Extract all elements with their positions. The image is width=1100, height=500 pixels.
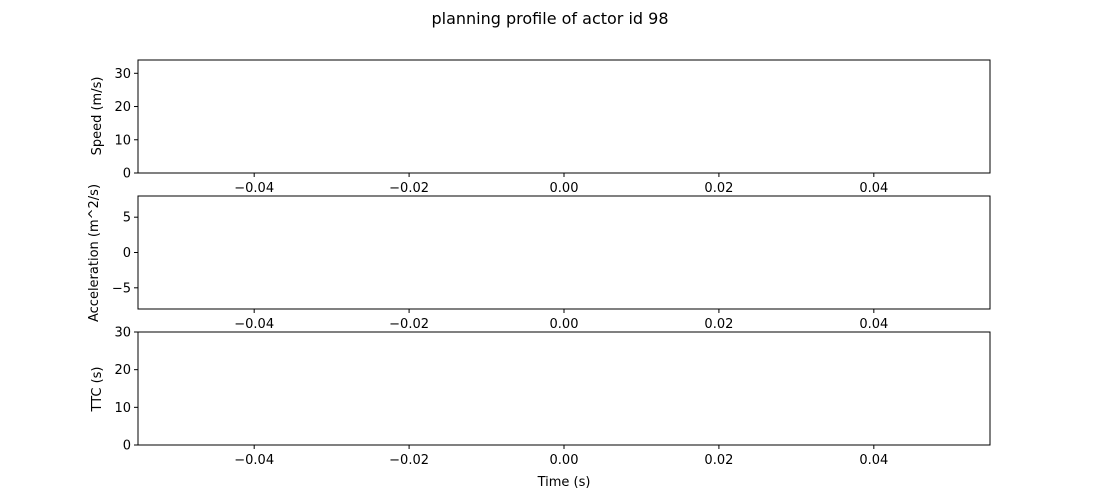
acceleration-axes-frame: [137, 195, 991, 310]
ttc-x-tick-label: −0.04: [234, 453, 274, 468]
speed-y-tick-label: 10: [114, 133, 131, 148]
ttc-y-tick-label: 20: [114, 363, 131, 378]
acceleration-x-tick-label: 0.04: [859, 317, 888, 332]
ttc-y-tick-label: 30: [114, 326, 131, 341]
x-axis-label: Time (s): [537, 475, 591, 490]
speed-y-tick-label: 30: [114, 67, 131, 82]
ttc-y-ticks: 0 10 20 30: [114, 326, 138, 454]
ttc-x-tick-label: 0.00: [550, 453, 579, 468]
ttc-x-tick-label: 0.04: [859, 453, 888, 468]
acceleration-y-tick-label: 5: [123, 211, 131, 226]
ttc-y-tick-label: 10: [114, 401, 131, 416]
acceleration-x-tick-label: 0.02: [704, 317, 733, 332]
acceleration-x-tick-label: −0.02: [389, 317, 429, 332]
speed-x-tick-label: 0.00: [550, 181, 579, 196]
speed-y-tick-label: 20: [114, 100, 131, 115]
ttc-x-tick-label: 0.02: [704, 453, 733, 468]
speed-x-tick-label: −0.04: [234, 181, 274, 196]
acceleration-y-tick-label: 0: [123, 246, 131, 261]
ttc-axes-frame: [137, 331, 991, 446]
ttc-y-tick-label: 0: [123, 439, 131, 454]
speed-y-tick-label: 0: [123, 167, 131, 182]
speed-y-axis-label: Speed (m/s): [90, 77, 105, 156]
speed-axes-frame: [137, 59, 991, 174]
acceleration-x-ticks: −0.04 −0.02 0.00 0.02 0.04: [234, 309, 888, 332]
speed-subplot: −0.04 −0.02 0.00 0.02 0.04 0 10 20 30 Speed (m/…: [90, 59, 991, 196]
speed-x-ticks: −0.04 −0.02 0.00 0.02 0.04: [234, 173, 888, 196]
acceleration-y-axis-label: Acceleration (m^2/s): [87, 184, 102, 322]
acceleration-x-tick-label: −0.04: [234, 317, 274, 332]
ttc-x-ticks: −0.04 −0.02 0.00 0.02 0.04: [234, 445, 888, 468]
ttc-y-axis-label: TTC (s): [90, 366, 105, 412]
figure-title: planning profile of actor id 98: [431, 9, 668, 28]
ttc-x-tick-label: −0.02: [389, 453, 429, 468]
speed-x-tick-label: 0.02: [704, 181, 733, 196]
speed-x-tick-label: 0.04: [859, 181, 888, 196]
acceleration-x-tick-label: 0.00: [550, 317, 579, 332]
ttc-subplot: −0.04 −0.02 0.00 0.02 0.04 0 10 20 30 TTC (s) T…: [90, 326, 991, 490]
acceleration-y-ticks: −5 0 5: [112, 211, 138, 296]
speed-y-ticks: 0 10 20 30: [114, 67, 138, 182]
acceleration-subplot: −0.04 −0.02 0.00 0.02 0.04 −5 0 5 Acceleration…: [87, 184, 991, 332]
speed-x-tick-label: −0.02: [389, 181, 429, 196]
acceleration-y-tick-label: −5: [112, 281, 131, 296]
